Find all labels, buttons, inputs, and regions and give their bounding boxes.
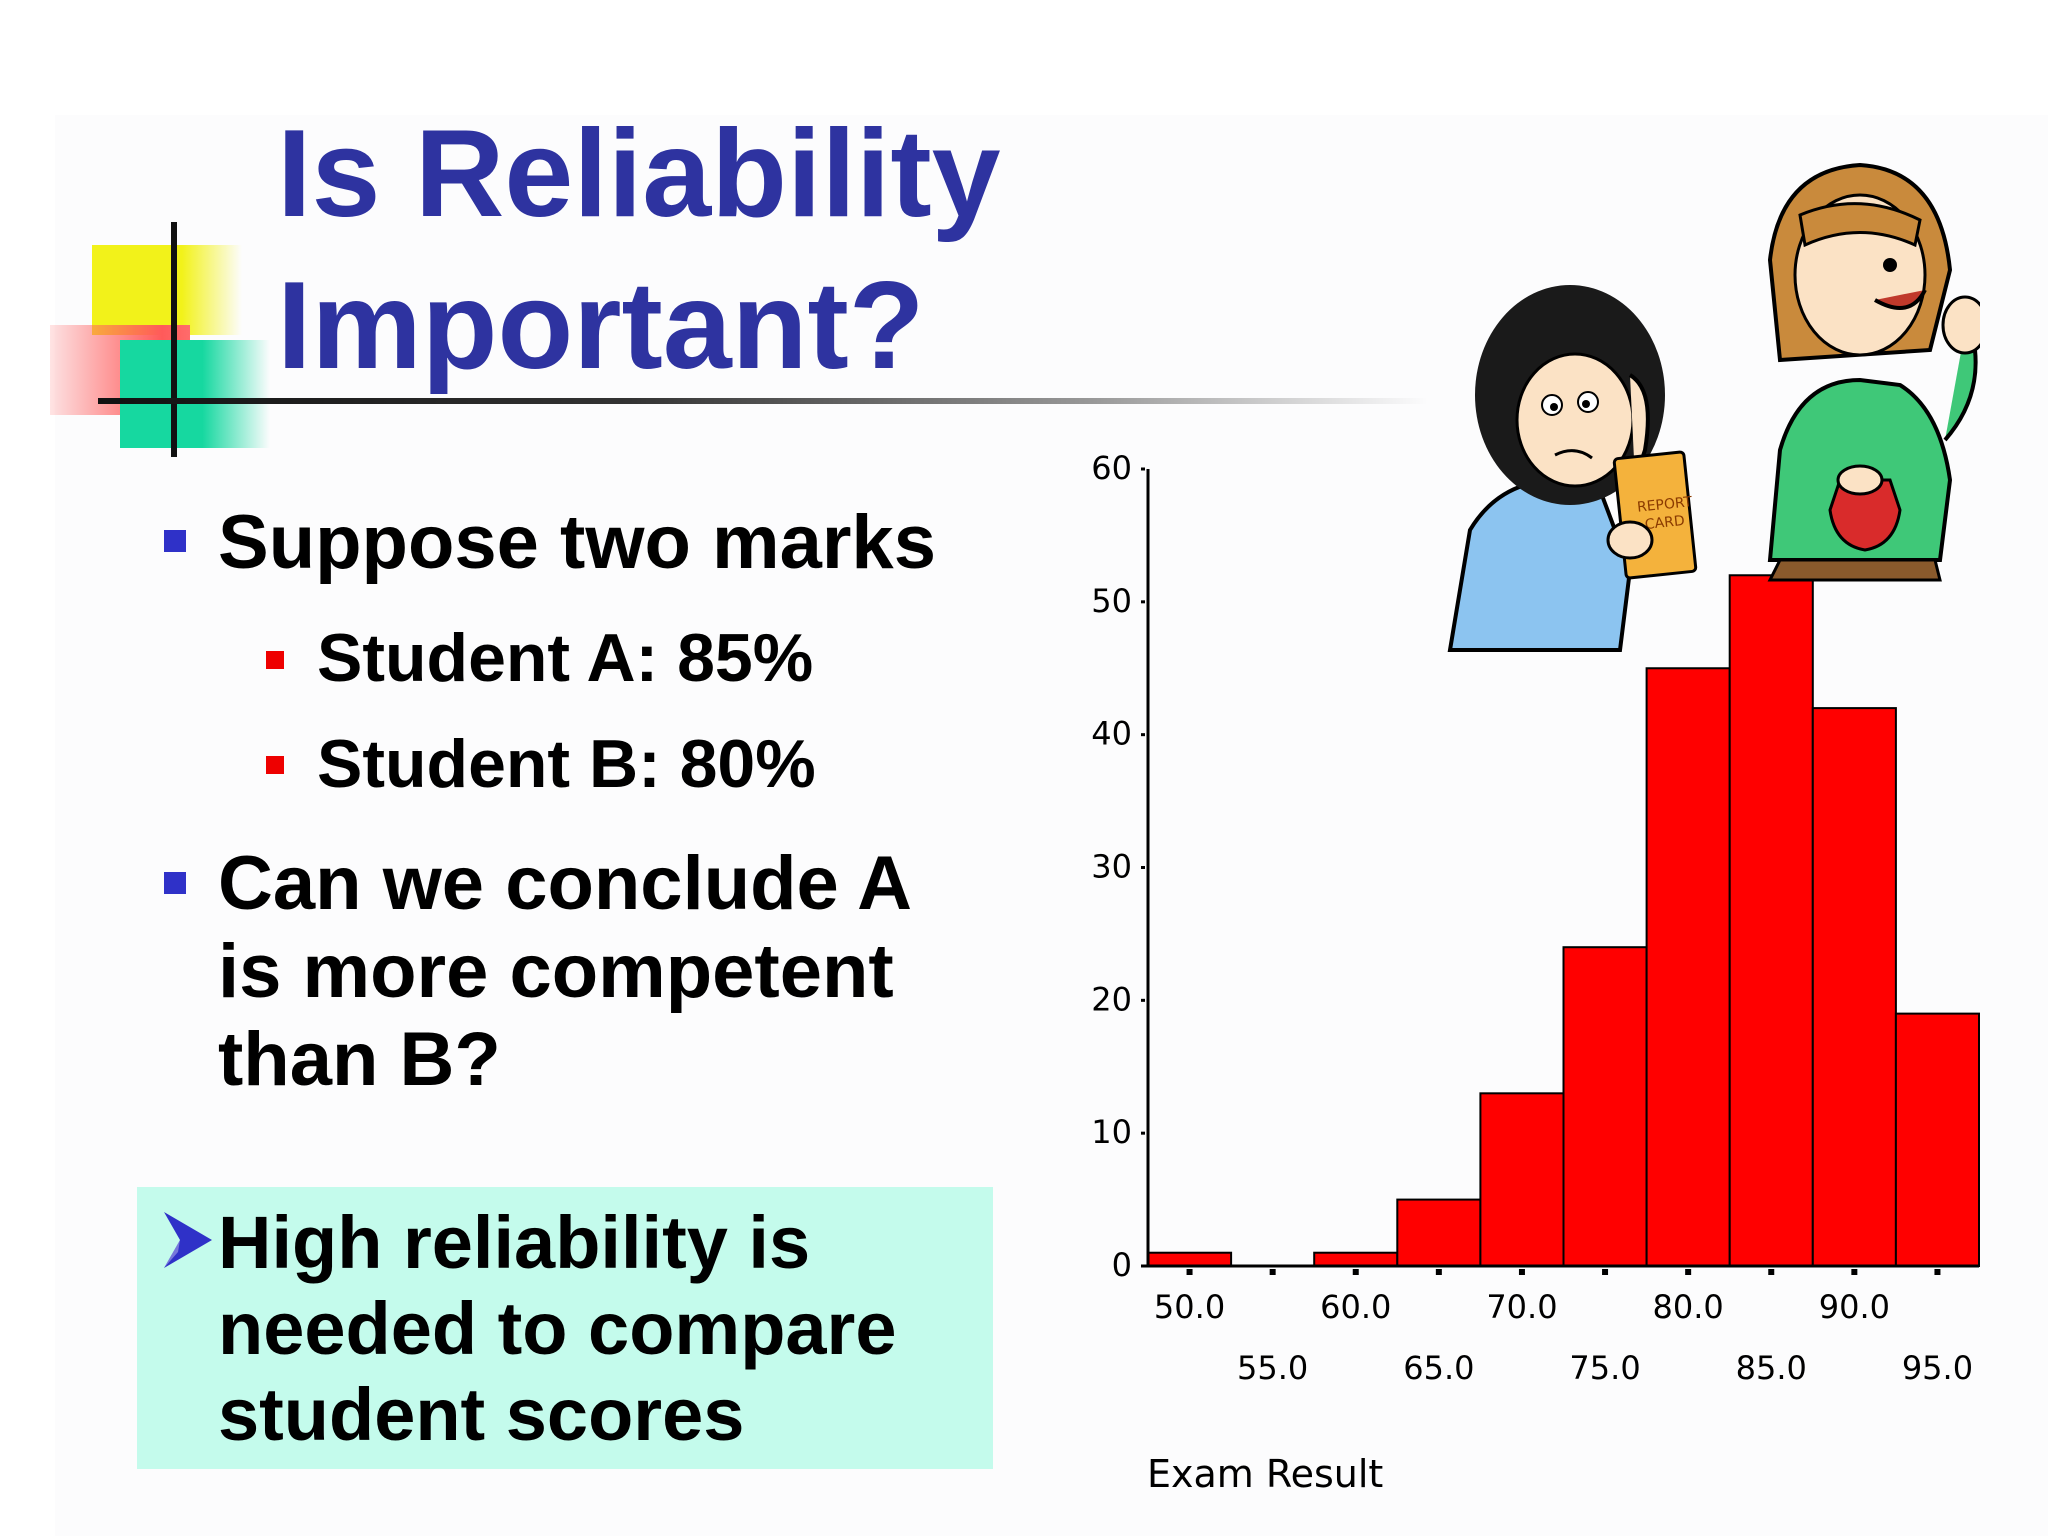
bullet-conclude: Can we conclude A is more competent than…: [218, 840, 912, 1104]
callout-line-3: student scores: [218, 1373, 745, 1456]
title-line-2: Important?: [277, 257, 925, 395]
histogram-bar: [1728, 574, 1814, 1267]
histogram-bar: [1313, 1251, 1399, 1268]
histogram-bar: [1811, 707, 1897, 1268]
report-card-label-line-2: CARD: [1644, 513, 1685, 533]
x-tick-mark: [1435, 1269, 1442, 1275]
exam-result-histogram: 0 10 20 30 40 50 60 50.0 60.0 70.0 80.0 90.0 55.0 65…: [1091, 449, 1981, 1496]
histogram-bar: [1479, 1092, 1565, 1267]
x-tick-label: 95.0: [1902, 1349, 1973, 1387]
bullet-text-line-1: Can we conclude A: [218, 841, 912, 926]
x-tick-mark: [1934, 1269, 1941, 1275]
y-tick-label: 40: [1091, 715, 1132, 753]
happy-student-illustration: [1767, 162, 1980, 582]
report-card-label-line-1: REPORT: [1636, 494, 1693, 516]
bullet-text-line-2: is more competent: [218, 929, 894, 1014]
bullet-square-icon: [164, 530, 186, 552]
histogram-bar: [1562, 946, 1648, 1267]
callout-box: [137, 1187, 993, 1469]
y-tick-label: 50: [1091, 582, 1132, 620]
x-tick-mark: [1851, 1269, 1858, 1275]
x-tick-mark: [1768, 1269, 1775, 1275]
slide-title: Is Reliability Important?: [277, 98, 1001, 402]
x-axis-title: Exam Result: [1147, 1452, 1383, 1496]
sub-bullet-square-icon: [266, 651, 284, 669]
y-tick-label: 0: [1112, 1246, 1132, 1284]
y-tick-label: 60: [1091, 449, 1132, 487]
decor-green-block: [120, 340, 270, 448]
sub-bullet-student-b: Student B: 80%: [317, 726, 816, 802]
title-underline: [98, 398, 1428, 404]
y-tick-label: 20: [1091, 980, 1132, 1018]
x-tick-label: 80.0: [1653, 1288, 1724, 1326]
x-tick-label: 50.0: [1154, 1288, 1225, 1326]
x-tick-mark: [1352, 1269, 1359, 1275]
x-tick-label: 85.0: [1736, 1349, 1807, 1387]
x-tick-label: 90.0: [1819, 1288, 1890, 1326]
students-clipart: REPORT CARD: [1447, 162, 1980, 652]
bullet-text: Suppose two marks: [218, 500, 936, 585]
y-tick-label: 10: [1091, 1113, 1132, 1151]
bullet-suppose: Suppose two marks: [218, 499, 936, 587]
sub-bullet-student-a: Student A: 85%: [317, 620, 814, 696]
decor-vertical-line: [171, 222, 177, 457]
title-line-1: Is Reliability: [277, 105, 1001, 243]
x-tick-label: 55.0: [1237, 1349, 1308, 1387]
bullet-text-line-3: than B?: [218, 1017, 501, 1102]
worried-student-illustration: REPORT CARD: [1447, 285, 1698, 652]
histogram-bar: [1894, 1012, 1981, 1267]
callout-line-1: High reliability is: [218, 1201, 811, 1284]
callout-text: High reliability is needed to compare st…: [218, 1200, 897, 1458]
x-tick-mark: [1685, 1269, 1692, 1275]
x-tick-mark: [1518, 1269, 1525, 1275]
x-tick-label: 60.0: [1320, 1288, 1391, 1326]
callout-line-2: needed to compare: [218, 1287, 897, 1370]
arrow-bullet-icon: [164, 1212, 212, 1268]
histogram-bar: [1645, 667, 1731, 1267]
sub-bullet-square-icon: [266, 756, 284, 774]
histogram-bar: [1396, 1198, 1482, 1267]
x-tick-label: 75.0: [1569, 1349, 1640, 1387]
histogram-bar: [1147, 1251, 1233, 1268]
x-tick-label: 70.0: [1486, 1288, 1557, 1326]
x-tick-mark: [1269, 1269, 1276, 1275]
y-tick-label: 30: [1091, 848, 1132, 886]
decor-yellow-block: [92, 245, 242, 335]
x-tick-label: 65.0: [1403, 1349, 1474, 1387]
bullet-square-icon: [164, 872, 186, 894]
x-tick-mark: [1186, 1269, 1193, 1275]
x-tick-mark: [1602, 1269, 1609, 1275]
